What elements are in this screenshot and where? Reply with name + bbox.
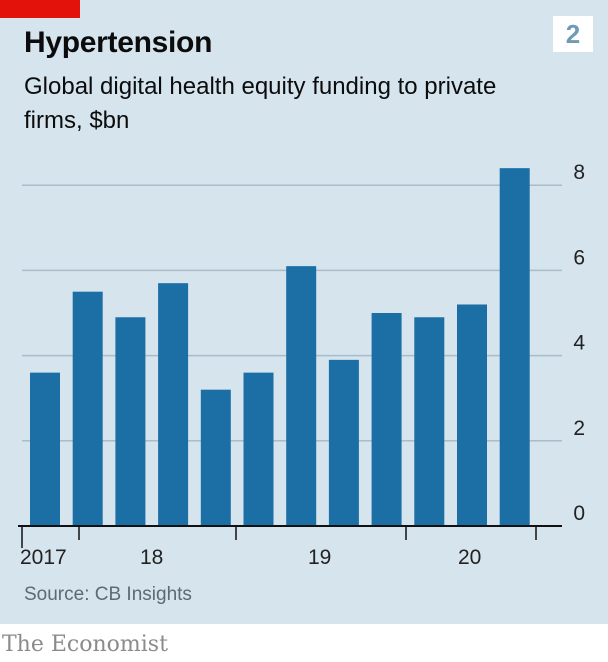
red-tab-logo	[0, 0, 80, 18]
chart-panel: Hypertension 2 Global digital health equ…	[0, 0, 608, 624]
y-tick-label: 8	[573, 161, 585, 184]
bar	[243, 372, 274, 526]
x-tick-label: 20	[458, 546, 481, 569]
bars	[30, 168, 530, 526]
bar	[457, 304, 487, 526]
bar	[72, 291, 103, 526]
bar	[30, 372, 60, 526]
bar	[414, 317, 445, 526]
bar	[115, 317, 146, 526]
y-tick-label: 2	[573, 417, 585, 440]
bar	[371, 313, 402, 526]
bar	[328, 359, 359, 526]
x-tick-label: 19	[308, 546, 331, 569]
y-tick-label: 6	[573, 246, 585, 269]
source-note: Source: CB Insights	[24, 584, 192, 605]
x-tick-label: 2017	[20, 546, 67, 569]
chart-subtitle: Global digital health equity funding to …	[24, 73, 497, 134]
bar	[200, 389, 231, 526]
y-tick-label: 4	[573, 332, 585, 355]
bar-chart: 0 2 4 6 8 2017 18 19 20	[18, 161, 585, 569]
chart-number-badge: 2	[553, 16, 593, 52]
bar	[158, 283, 189, 526]
bar	[499, 168, 530, 526]
y-tick-labels: 0 2 4 6 8	[573, 161, 585, 525]
x-axis: 2017 18 19 20	[18, 525, 562, 569]
bar	[286, 266, 317, 526]
brand-wordmark: The Economist	[2, 632, 168, 657]
x-tick-label: 18	[140, 546, 163, 569]
y-tick-label: 0	[573, 502, 585, 525]
chart-title: Hypertension	[24, 26, 213, 59]
